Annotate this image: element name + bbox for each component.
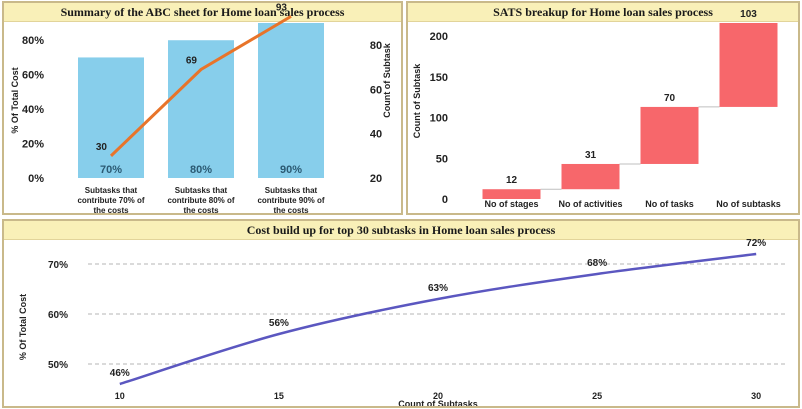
sats-breakup-title: SATS breakup for Home loan sales process [408, 3, 798, 22]
bar [168, 40, 234, 178]
waterfall-bar [640, 106, 699, 164]
line-value-label: 69 [186, 56, 198, 67]
point-label: 56% [269, 318, 289, 329]
y2-tick-label: 20 [370, 173, 382, 185]
y-tick-label: 0% [28, 173, 44, 185]
point-label: 72% [746, 238, 766, 249]
bar-value-label: 70 [664, 93, 676, 104]
category-label: Subtasks that [265, 186, 318, 195]
waterfall-bar [482, 189, 541, 199]
y-tick-label: 60% [48, 310, 68, 321]
y-tick-label: 60% [22, 70, 44, 82]
y-tick-label: 80% [22, 35, 44, 47]
category-label: contribute 80% of [167, 196, 234, 205]
bar-value-label: 12 [506, 175, 518, 186]
bar-value-label: 70% [100, 164, 122, 176]
x-tick-label: 25 [592, 391, 602, 401]
abc-summary-panel: Summary of the ABC sheet for Home loan s… [2, 1, 403, 215]
category-label: No of activities [558, 199, 622, 209]
y-tick-label: 150 [430, 72, 448, 84]
y2-tick-label: 80 [370, 40, 382, 52]
y-tick-label: 20% [22, 139, 44, 151]
point-label: 68% [587, 258, 607, 269]
category-label: Subtasks that [85, 186, 138, 195]
line-value-label: 30 [96, 142, 108, 153]
y2-axis-title: Count of Subtask [382, 42, 392, 117]
bar-value-label: 90% [280, 164, 302, 176]
cost-buildup-chart: 50% 60% 70% 10 15 20 25 30 % Of Total Cost Count … [18, 238, 788, 406]
category-label: No of subtasks [716, 199, 781, 209]
y2-tick-label: 40 [370, 129, 382, 141]
abc-summary-chart: 0% 20% 40% 60% 80% 20 40 60 80 % Of Total Cost Cou… [10, 3, 392, 213]
line-value-label: 93 [276, 3, 288, 13]
point-label: 46% [110, 368, 130, 379]
category-label: contribute 70% of [77, 196, 144, 205]
cost-buildup-panel: Cost build up for top 30 subtasks in Hom… [2, 219, 800, 408]
series-line [109, 15, 292, 157]
y-tick-label: 50% [48, 360, 68, 371]
series-line [119, 252, 757, 386]
y-axis-title: % Of Total Cost [18, 294, 28, 360]
waterfall-bar [561, 163, 620, 190]
cost-buildup-title: Cost build up for top 30 subtasks in Hom… [4, 221, 798, 240]
waterfall-bar [719, 23, 778, 107]
bar [258, 23, 324, 178]
y2-tick-label: 60 [370, 84, 382, 96]
y-tick-label: 70% [48, 260, 68, 271]
bar-value-label: 80% [190, 164, 212, 176]
sats-breakup-panel: SATS breakup for Home loan sales process… [406, 1, 800, 215]
bar-value-label: 31 [585, 150, 597, 161]
category-label: Subtasks that [175, 186, 228, 195]
point-label: 63% [428, 283, 448, 294]
bar-value-label: 103 [740, 9, 757, 20]
y-tick-label: 100 [430, 113, 448, 125]
x-tick-label: 15 [274, 391, 284, 401]
y-axis-title: Count of Subtask [412, 63, 422, 138]
x-tick-label: 20 [433, 391, 443, 401]
bar [78, 57, 144, 178]
category-label: No of stages [484, 199, 538, 209]
abc-summary-title: Summary of the ABC sheet for Home loan s… [4, 3, 401, 22]
sats-breakup-chart: 0 50 100 150 200 Count of Subtask 12 No of stag… [412, 9, 781, 209]
y-axis-title: % Of Total Cost [10, 67, 20, 133]
y-tick-label: 0 [442, 194, 448, 206]
x-axis-title: Count of Subtasks [398, 399, 478, 406]
x-tick-label: 10 [115, 391, 125, 401]
category-label: No of tasks [645, 199, 694, 209]
x-tick-label: 30 [751, 391, 761, 401]
category-label: the costs [183, 206, 219, 213]
category-label: the costs [93, 206, 129, 213]
category-label: the costs [273, 206, 309, 213]
category-label: contribute 90% of [257, 196, 324, 205]
y-tick-label: 50 [436, 153, 448, 165]
y-tick-label: 200 [430, 31, 448, 43]
y-tick-label: 40% [22, 104, 44, 116]
